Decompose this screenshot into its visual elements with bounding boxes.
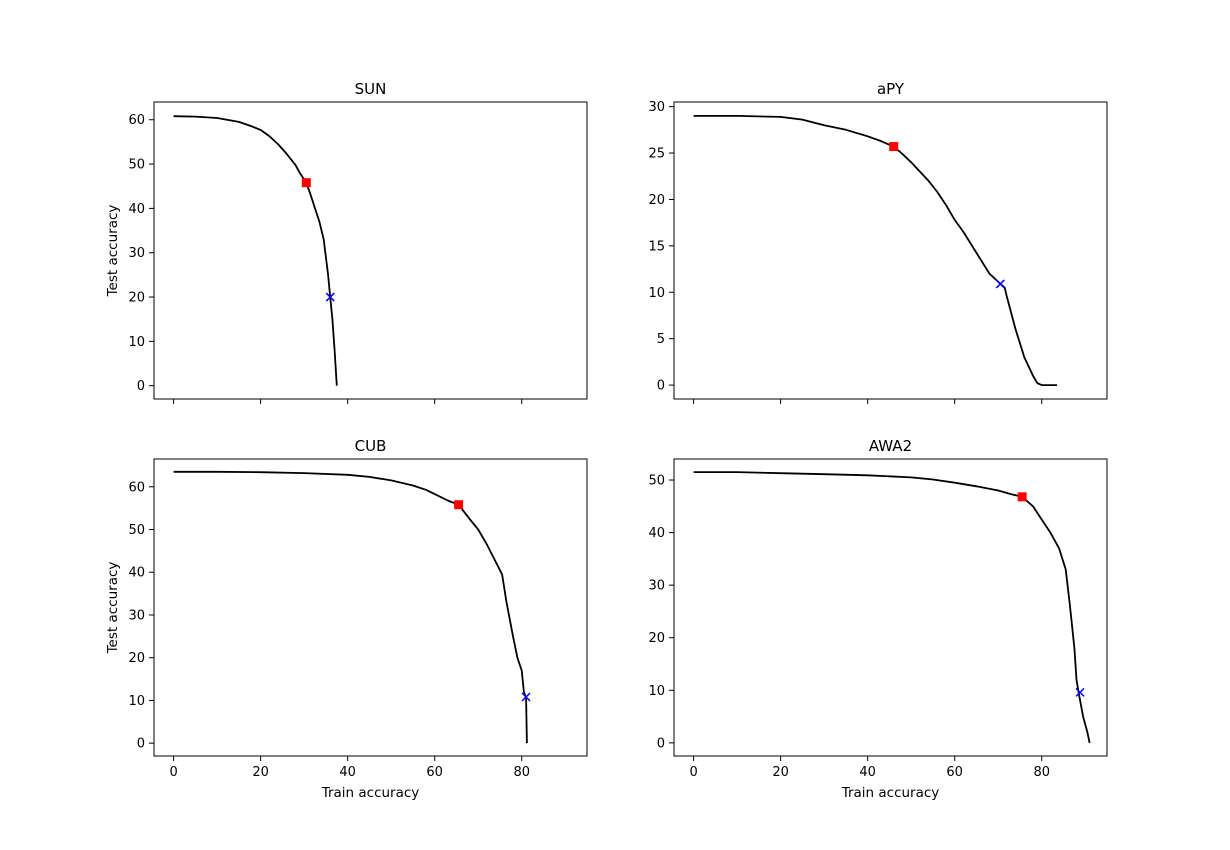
y-tick-label: 50 xyxy=(648,474,665,489)
y-tick-label: 30 xyxy=(128,246,145,261)
tradeoff-curve xyxy=(173,115,338,386)
y-tick-label: 30 xyxy=(128,608,145,623)
y-tick-label: 10 xyxy=(128,335,145,350)
x-marker xyxy=(995,279,1005,289)
x-marker xyxy=(521,692,531,702)
x-marker xyxy=(1075,687,1085,697)
x-tick-label: 20 xyxy=(772,765,789,780)
x-axis-label: Train accuracy xyxy=(841,785,940,801)
y-tick-label: 20 xyxy=(128,291,145,306)
square-marker xyxy=(301,178,311,188)
square-marker xyxy=(1017,492,1027,502)
x-tick-label: 40 xyxy=(859,765,876,780)
y-tick-label: 0 xyxy=(657,379,665,394)
x-tick-label: 80 xyxy=(1033,765,1050,780)
x-tick-label: 60 xyxy=(426,765,443,780)
y-tick-label: 60 xyxy=(128,480,145,495)
x-tick-label: 80 xyxy=(513,765,530,780)
y-tick-label: 15 xyxy=(648,239,665,254)
y-tick-label: 25 xyxy=(648,147,665,162)
y-tick-label: 20 xyxy=(648,631,665,646)
panel-cub: 0 20 40 60 80 0 10 20 30 40 50 60 CUB Train accuracy T… xyxy=(105,437,588,801)
x-marker xyxy=(325,292,335,302)
panel-awa2: 0 20 40 60 80 0 10 20 30 40 50 AWA2 Train accuracy xyxy=(648,437,1108,801)
panel-title: aPY xyxy=(877,80,905,98)
x-axis-label: Train accuracy xyxy=(321,785,420,801)
y-tick-label: 0 xyxy=(137,379,145,394)
square-marker xyxy=(454,500,464,510)
y-axis-label: Test accuracy xyxy=(105,205,121,298)
panel-sun: 0 10 20 30 40 50 60 SUN Test accuracy xyxy=(105,80,588,404)
y-tick-label: 5 xyxy=(657,332,665,347)
y-tick-label: 10 xyxy=(648,684,665,699)
y-tick-label: 30 xyxy=(648,100,665,115)
plot-frame xyxy=(673,458,1108,757)
x-tick-label: 40 xyxy=(339,765,356,780)
panel-apy: 0 5 10 15 20 25 30 aPY xyxy=(648,80,1108,404)
y-tick-label: 30 xyxy=(648,579,665,594)
y-tick-label: 40 xyxy=(648,526,665,541)
y-tick-label: 20 xyxy=(128,651,145,666)
x-tick-label: 0 xyxy=(689,765,697,780)
panel-title: AWA2 xyxy=(869,437,912,455)
x-tick-label: 0 xyxy=(169,765,177,780)
panel-title: SUN xyxy=(355,80,387,98)
tradeoff-curve xyxy=(693,115,1057,387)
square-marker xyxy=(889,142,899,152)
y-tick-label: 0 xyxy=(657,736,665,751)
y-tick-label: 40 xyxy=(128,566,145,581)
y-tick-label: 50 xyxy=(128,158,145,173)
plot-frame xyxy=(153,101,588,400)
plot-frame xyxy=(673,101,1108,400)
y-tick-label: 10 xyxy=(648,286,665,301)
tradeoff-curve xyxy=(173,470,528,744)
y-tick-label: 60 xyxy=(128,113,145,128)
y-tick-label: 10 xyxy=(128,694,145,709)
tradeoff-curve xyxy=(693,471,1091,744)
y-tick-label: 20 xyxy=(648,193,665,208)
y-tick-label: 40 xyxy=(128,202,145,217)
panel-title: CUB xyxy=(355,437,387,455)
x-tick-label: 20 xyxy=(252,765,269,780)
plot-frame xyxy=(153,458,588,757)
y-tick-label: 50 xyxy=(128,523,145,538)
y-axis-label: Test accuracy xyxy=(105,562,121,655)
y-tick-label: 0 xyxy=(137,737,145,752)
x-tick-label: 60 xyxy=(946,765,963,780)
